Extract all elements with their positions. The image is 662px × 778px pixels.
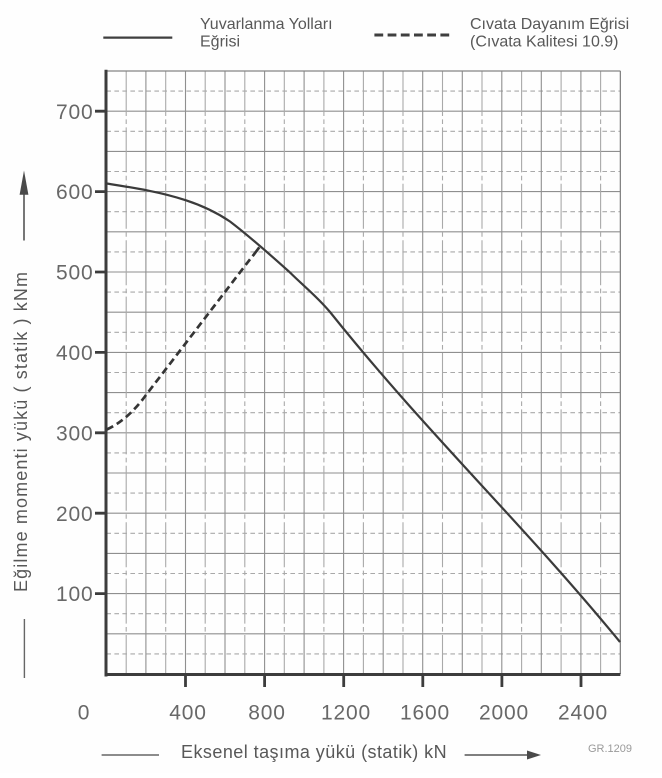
svg-text:300: 300 [56,422,93,445]
svg-text:1600: 1600 [400,702,450,725]
svg-text:2400: 2400 [558,702,608,725]
svg-text:600: 600 [56,181,93,204]
svg-text:0: 0 [78,702,90,725]
svg-text:400: 400 [169,702,206,725]
svg-text:GR.1209: GR.1209 [588,743,632,755]
svg-text:Cıvata Dayanım Eğrisi: Cıvata Dayanım Eğrisi [470,16,629,33]
svg-text:500: 500 [56,262,93,285]
svg-text:700: 700 [56,101,93,124]
svg-text:Eğilme momenti yükü ( statik ): Eğilme momenti yükü ( statik ) kNm [11,271,31,592]
svg-text:400: 400 [56,342,93,365]
svg-text:1200: 1200 [321,702,371,725]
svg-text:Yuvarlanma Yolları: Yuvarlanma Yolları [200,16,333,33]
svg-text:800: 800 [248,702,285,725]
svg-text:200: 200 [56,503,93,526]
svg-text:(Cıvata Kalitesi 10.9): (Cıvata Kalitesi 10.9) [470,34,619,51]
svg-text:Eğrisi: Eğrisi [200,34,240,51]
svg-text:100: 100 [56,583,93,606]
svg-text:Eksenel taşıma yükü (statik): Eksenel taşıma yükü (statik) kN [181,742,447,762]
svg-text:2000: 2000 [479,702,529,725]
